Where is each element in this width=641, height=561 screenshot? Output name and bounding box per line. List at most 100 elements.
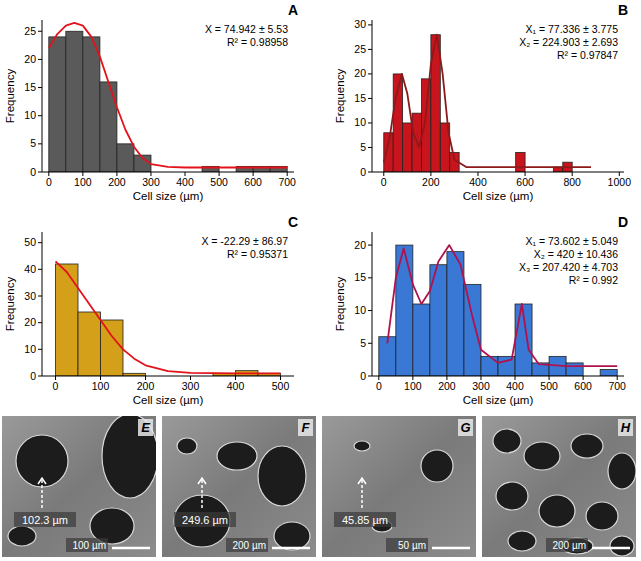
pore xyxy=(493,429,521,453)
fit-curve xyxy=(56,261,281,373)
x-tick-label: 500 xyxy=(272,380,290,392)
scale-bg xyxy=(386,538,428,552)
y-axis xyxy=(42,232,43,376)
figure: 01002003004005006007000510152025Cell siz… xyxy=(0,0,641,561)
annotation: X₃ = 207.420 ± 4.703 xyxy=(519,261,618,273)
bar xyxy=(101,320,124,376)
bar xyxy=(56,264,79,376)
scale-bar xyxy=(272,547,310,550)
image-background xyxy=(162,416,316,557)
plot-area xyxy=(56,261,281,376)
y-tick-label: 20 xyxy=(24,53,36,65)
x-tick-label: 600 xyxy=(244,176,262,188)
bar xyxy=(117,144,134,172)
arrow-head xyxy=(198,478,206,484)
bar xyxy=(566,363,583,376)
pore xyxy=(610,536,634,556)
pore xyxy=(539,495,575,527)
scale-bar xyxy=(112,547,150,550)
scale-label: 100 µm xyxy=(72,540,106,551)
pore xyxy=(8,526,36,546)
x-axis xyxy=(372,172,624,173)
y-axis xyxy=(372,232,373,376)
x-tick-label: 400 xyxy=(176,176,194,188)
y-axis-title: Frequency xyxy=(4,277,16,332)
measure-bg xyxy=(14,512,76,527)
pore xyxy=(102,416,156,498)
arrow-head xyxy=(38,478,46,484)
x-tick-label: 0 xyxy=(376,380,382,392)
pore xyxy=(177,438,197,454)
y-tick xyxy=(368,98,372,99)
y-tick-label: 20 xyxy=(354,239,366,251)
x-tick-label: 0 xyxy=(381,176,387,188)
x-tick-label: 300 xyxy=(182,380,200,392)
y-tick-label: 20 xyxy=(24,316,36,328)
measure-bg xyxy=(174,512,236,527)
bar xyxy=(83,37,100,172)
panel-letter: C xyxy=(288,214,298,230)
y-tick-label: 50 xyxy=(24,236,36,248)
annotation: R² = 0.97847 xyxy=(557,49,618,61)
annotation: R² = 0.98958 xyxy=(227,36,288,48)
measure-arrow xyxy=(361,478,363,508)
x-axis-title: Cell size (µm) xyxy=(463,190,534,202)
panel-letter: G xyxy=(460,420,470,435)
y-tick xyxy=(368,73,372,74)
y-tick xyxy=(368,49,372,50)
bar xyxy=(100,82,117,172)
y-tick-label: 10 xyxy=(24,343,36,355)
x-tick-label: 300 xyxy=(472,380,490,392)
x-axis xyxy=(372,376,624,377)
fit-curve xyxy=(387,245,617,366)
y-tick-label: 0 xyxy=(30,370,36,382)
sem-image: H 200 µm xyxy=(482,416,636,557)
bar xyxy=(464,284,481,376)
x-tick-label: 100 xyxy=(92,380,110,392)
image-content xyxy=(2,416,156,557)
x-axis-title: Cell size (µm) xyxy=(463,394,534,406)
y-tick-label: 25 xyxy=(24,25,36,37)
sem-image: E100 µm102.3 µm xyxy=(2,414,158,557)
bar xyxy=(600,369,617,376)
y-tick-label: 30 xyxy=(354,18,366,30)
y-axis-title: Frequency xyxy=(4,69,16,124)
y-tick xyxy=(38,87,42,88)
y-tick xyxy=(38,349,42,350)
scale-bg xyxy=(226,538,268,552)
fit-curve xyxy=(49,23,287,168)
y-tick xyxy=(38,322,42,323)
x-tick-label: 200 xyxy=(137,380,155,392)
y-tick-label: 5 xyxy=(360,141,366,153)
measure-arrow xyxy=(201,478,203,508)
pore xyxy=(274,522,310,550)
y-tick xyxy=(38,31,42,32)
y-tick-label: 10 xyxy=(354,116,366,128)
panel: 01002003004005006007000510152025Cell siz… xyxy=(4,2,298,202)
bar xyxy=(384,133,393,172)
measure-label: 102.3 µm xyxy=(22,514,68,526)
y-axis-title: Frequency xyxy=(334,277,346,332)
scale-label: 200 µm xyxy=(552,540,586,551)
x-tick-label: 1000 xyxy=(608,176,632,188)
y-tick xyxy=(368,376,372,377)
panel-letter: B xyxy=(618,2,628,18)
measure-label: 249.6 µm xyxy=(182,514,228,526)
panel-letter: H xyxy=(621,420,631,435)
sem-image: G50 µm45.85 µm xyxy=(322,416,476,557)
panel: 02004006008001000051015202530Cell size (… xyxy=(334,2,631,202)
x-tick-label: 0 xyxy=(46,176,52,188)
x-tick-label: 300 xyxy=(142,176,160,188)
y-tick-label: 5 xyxy=(30,137,36,149)
x-tick-label: 700 xyxy=(278,176,296,188)
y-tick xyxy=(368,343,372,344)
panel: 010020030040050060070005101520Cell size … xyxy=(334,214,628,406)
annotation: X₂ = 420 ± 10.436 xyxy=(534,248,618,260)
annotation: X₁ = 77.336 ± 3.775 xyxy=(525,23,618,35)
image-content xyxy=(322,416,476,557)
panel: 010020030040050001020304050Cell size (µm… xyxy=(4,214,298,406)
x-tick-label: 100 xyxy=(404,380,422,392)
x-tick-label: 600 xyxy=(574,380,592,392)
y-tick xyxy=(38,172,42,173)
x-tick-label: 400 xyxy=(469,176,487,188)
